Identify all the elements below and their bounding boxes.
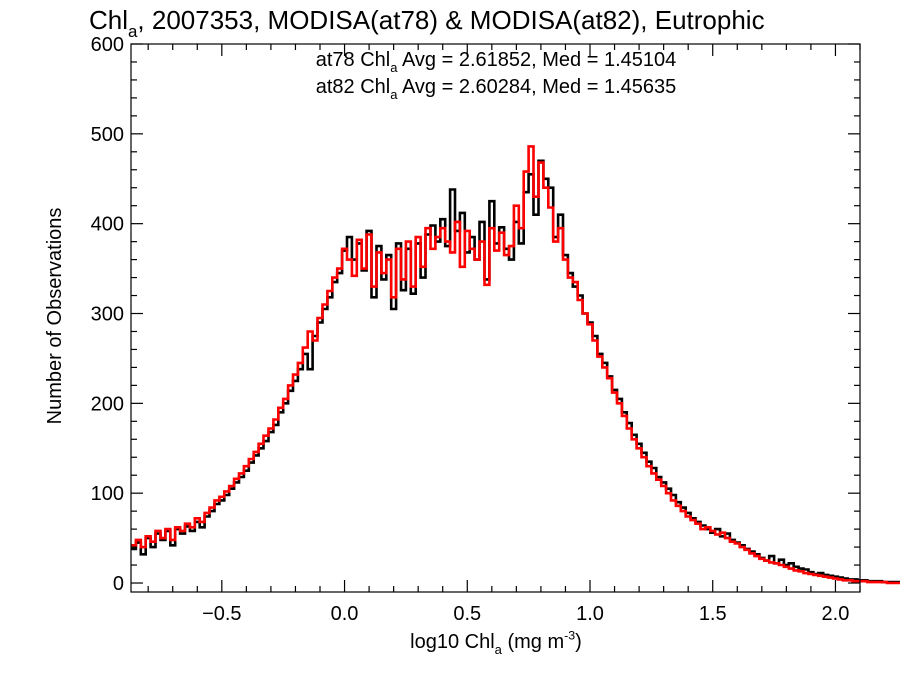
text-part: Chl	[89, 5, 128, 35]
y-tick-label: 500	[91, 124, 124, 146]
text-part: Avg = 2.60284, Med = 1.45635	[397, 76, 676, 98]
y-tick-label: 200	[91, 393, 124, 415]
y-tick-label: 0	[113, 573, 124, 595]
x-tick-labels: −0.5 0.0 0.5 1.0 1.5 2.0	[202, 603, 849, 625]
text-part: a	[390, 87, 398, 102]
text-part: a	[495, 642, 503, 657]
y-axis-label: Number of Observations	[44, 208, 66, 425]
series-line-at82	[131, 145, 900, 585]
x-axis-label: log10 Chla (mg m-3)	[410, 629, 582, 657]
chart-title: Chla, 2007353, MODISA(at78) & MODISA(at8…	[89, 5, 765, 41]
stats-annotations: at78 Chla Avg = 2.61852, Med = 1.45104at…	[316, 49, 676, 102]
text-part: a	[128, 22, 138, 41]
y-tick-labels: 0 100 200 300 400 500 600	[91, 34, 124, 595]
x-tick-label: 2.0	[822, 603, 850, 625]
plot-frame	[130, 43, 861, 593]
y-tick-label: 100	[91, 483, 124, 505]
text-part: )	[575, 631, 582, 653]
text-part: a	[390, 60, 398, 75]
series-line-at78	[131, 159, 900, 584]
y-tick-label: 600	[91, 34, 124, 56]
text-part: , 2007353, MODISA(at78) & MODISA(at82), …	[137, 5, 764, 35]
annotation-2: at82 Chla Avg = 2.60284, Med = 1.45635	[316, 76, 676, 102]
x-tick-label: 0.5	[453, 603, 481, 625]
text-part: -3	[564, 629, 575, 643]
x-tick-label: 1.0	[576, 603, 604, 625]
annotation-1: at78 Chla Avg = 2.61852, Med = 1.45104	[316, 49, 676, 75]
x-tick-label: 1.5	[699, 603, 727, 625]
x-tick-label: 0.0	[331, 603, 359, 625]
text-part: log10 Chl	[410, 631, 495, 653]
y-tick-label: 400	[91, 214, 124, 236]
text-part: at78 Chl	[316, 49, 391, 71]
text-part: at82 Chl	[316, 76, 391, 98]
axis-ticks	[131, 43, 861, 592]
y-tick-label: 300	[91, 304, 124, 326]
series-layer	[131, 145, 900, 585]
text-part: (mg m	[502, 631, 564, 653]
x-tick-label: −0.5	[202, 603, 241, 625]
text-part: Avg = 2.61852, Med = 1.45104	[397, 49, 676, 71]
